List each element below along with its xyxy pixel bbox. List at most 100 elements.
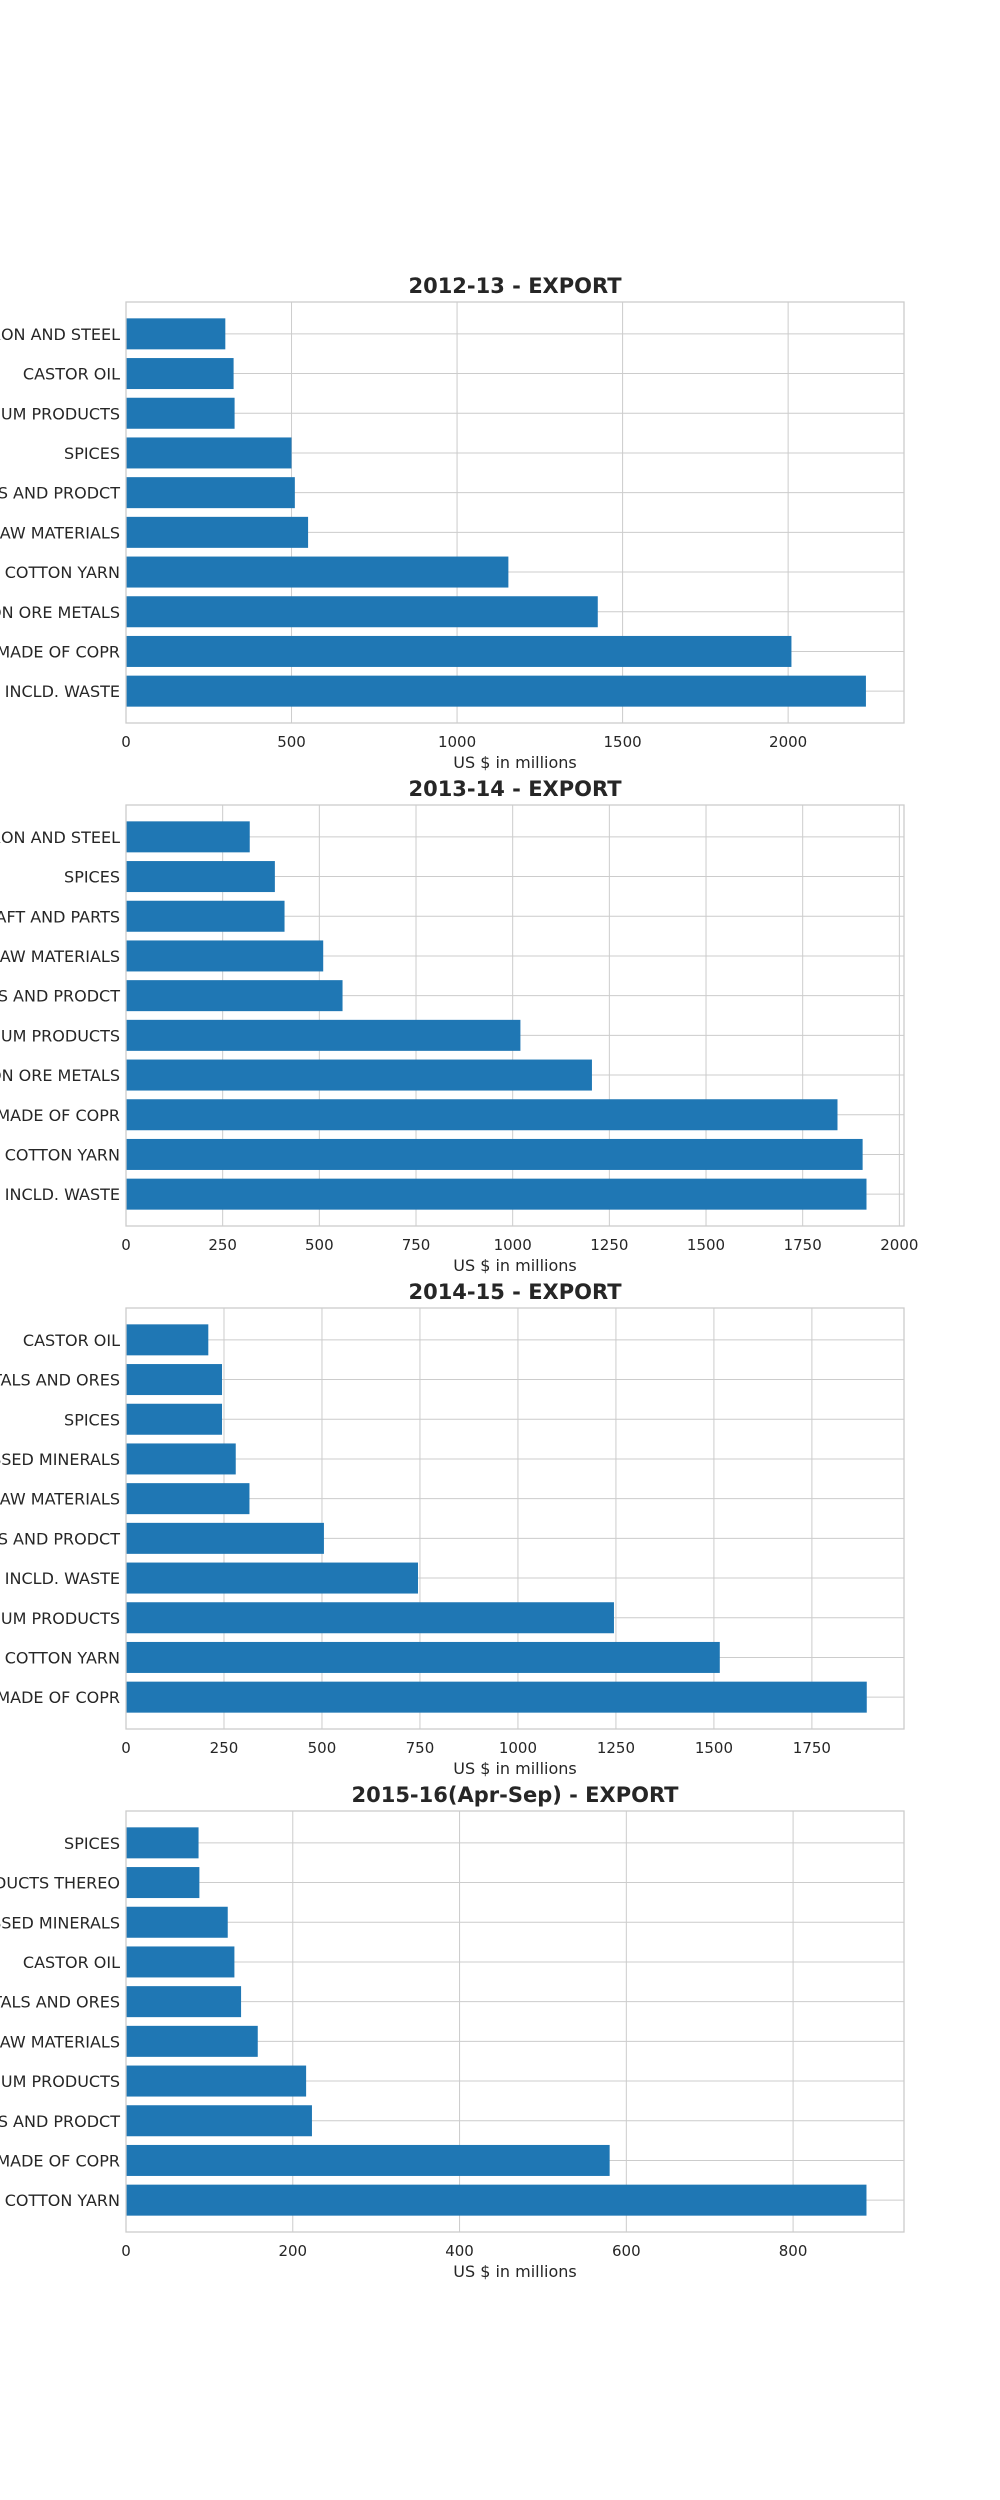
chart-panel: SPICES PRODUCTS THEREO PROCESSED MINERALS C… [0,1783,905,2281]
bar [126,437,292,469]
category-label: SPICES [64,444,120,463]
x-tick-label: 500 [308,1739,337,1757]
x-tick-label: 0 [121,733,131,751]
category-label: ACCESSORIES AND PRODCT [0,987,120,1006]
category-label: SPICES [64,868,120,887]
bar [126,821,250,853]
x-tick-label: 1000 [499,1739,537,1757]
x-tick-label: 0 [121,1236,131,1254]
chart-title: 2013-14 - EXPORT [408,777,622,801]
bar [126,1324,209,1356]
x-tick-label: 200 [278,2242,307,2260]
bar [126,358,234,390]
category-label: PROCESSED MINERALS [0,1913,120,1932]
x-tick-label: 750 [402,1236,431,1254]
bar [126,1906,228,1938]
bar [126,1138,863,1170]
x-tick-label: 1000 [438,733,476,751]
bar [126,900,285,932]
x-axis-label: US $ in millions [453,753,577,772]
bar [126,1867,200,1899]
category-label: SPICES [64,1834,120,1853]
chart-panel: IRON AND STEEL CASTOR OIL PETROLEUM PRODUC… [0,274,905,772]
category-label: IRON AND STEEL [0,325,120,344]
x-tick-label: 400 [445,2242,474,2260]
category-label: COTTON YARN [5,2191,120,2210]
bar [126,1681,867,1713]
x-tick-label: 2000 [880,1236,918,1254]
category-label: COPPER AND PRODUCTS MADE OF COPR [0,1106,120,1125]
bar [126,2105,312,2137]
bar [126,2184,867,2216]
category-label: OTHER CEREALS AND RAW MATERIALS [0,2032,120,2051]
category-label: PETROLEUM PRODUCTS [0,1026,120,1045]
chart-title: 2014-15 - EXPORT [408,1280,622,1304]
x-tick-label: 1000 [494,1236,532,1254]
bar [126,675,866,707]
bar [126,1522,324,1554]
bar [126,1986,242,2018]
bar [126,1483,250,1515]
bar [126,1946,235,1978]
x-tick-label: 2000 [769,733,807,751]
category-label: AIRCRAFT AND PARTS [0,907,120,926]
plot-frame [125,804,905,1227]
bar [126,1099,838,1131]
bar [126,556,509,588]
x-axis-label: US $ in millions [453,1256,577,1275]
x-tick-label: 0 [121,2242,131,2260]
category-label: METALS AND ORES [0,1371,120,1390]
category-label: COTTON YARN [5,563,120,582]
x-tick-label: 250 [210,1739,239,1757]
plot-frame [125,301,905,724]
category-label: COTTON RAW INCLD. WASTE [0,1569,120,1588]
category-label: IRON AND STEEL [0,828,120,847]
x-tick-label: 1500 [604,733,642,751]
category-label: METALS AND ORES [0,1993,120,2012]
x-tick-label: 500 [277,733,306,751]
category-label: COPPER AND PRODUCTS MADE OF COPR [0,1688,120,1707]
bar [126,940,324,972]
bar [126,1562,418,1594]
x-tick-label: 250 [208,1236,237,1254]
category-label: PRODUCTS THEREO [0,1874,120,1893]
category-label: COTTON YARN [5,1648,120,1667]
category-label: PETROLEUM PRODUCTS [0,1609,120,1628]
category-label: SPICES [64,1410,120,1429]
x-tick-label: 1750 [793,1739,831,1757]
chart-panel: IRON AND STEEL SPICES AIRCRAFT AND PARTS OT… [0,777,918,1275]
plot-frame [125,1307,905,1730]
category-label: IRON ORE AND IRON ORE METALS [0,1066,120,1085]
x-tick-label: 1500 [695,1739,733,1757]
x-tick-label: 500 [305,1236,334,1254]
bar [126,1602,614,1634]
category-label: ACCESSORIES AND PRODCT [0,1529,120,1548]
x-tick-label: 600 [612,2242,641,2260]
category-label: OTHER CEREALS AND RAW MATERIALS [0,1490,120,1509]
bar [126,1178,867,1210]
category-label: CASTOR OIL [23,1331,120,1350]
category-label: OTHER CEREALS AND RAW MATERIALS [0,947,120,966]
bar [126,477,295,509]
x-axis-label: US $ in millions [453,1759,577,1778]
x-tick-label: 1500 [687,1236,725,1254]
x-tick-label: 750 [406,1739,435,1757]
x-tick-label: 0 [121,1739,131,1757]
x-tick-label: 800 [779,2242,808,2260]
chart-panel: CASTOR OIL METALS AND ORES SPICES PROCESSED… [0,1280,905,1778]
bar [126,397,235,429]
bar [126,1641,720,1673]
category-label: COTTON RAW INCLD. WASTE [0,1185,120,1204]
category-label: ACCESSORIES AND PRODCT [0,2112,120,2131]
chart-title: 2012-13 - EXPORT [408,274,622,298]
category-label: CASTOR OIL [23,365,120,384]
bar [126,861,275,893]
category-label: PETROLEUM PRODUCTS [0,2072,120,2091]
category-label: IRON ORE AND IRON ORE METALS [0,603,120,622]
x-tick-label: 1250 [590,1236,628,1254]
category-label: COPPER AND PRODUCTS MADE OF COPR [0,2151,120,2170]
bar [126,635,792,667]
category-label: CASTOR OIL [23,1953,120,1972]
category-label: COTTON RAW INCLD. WASTE [0,682,120,701]
